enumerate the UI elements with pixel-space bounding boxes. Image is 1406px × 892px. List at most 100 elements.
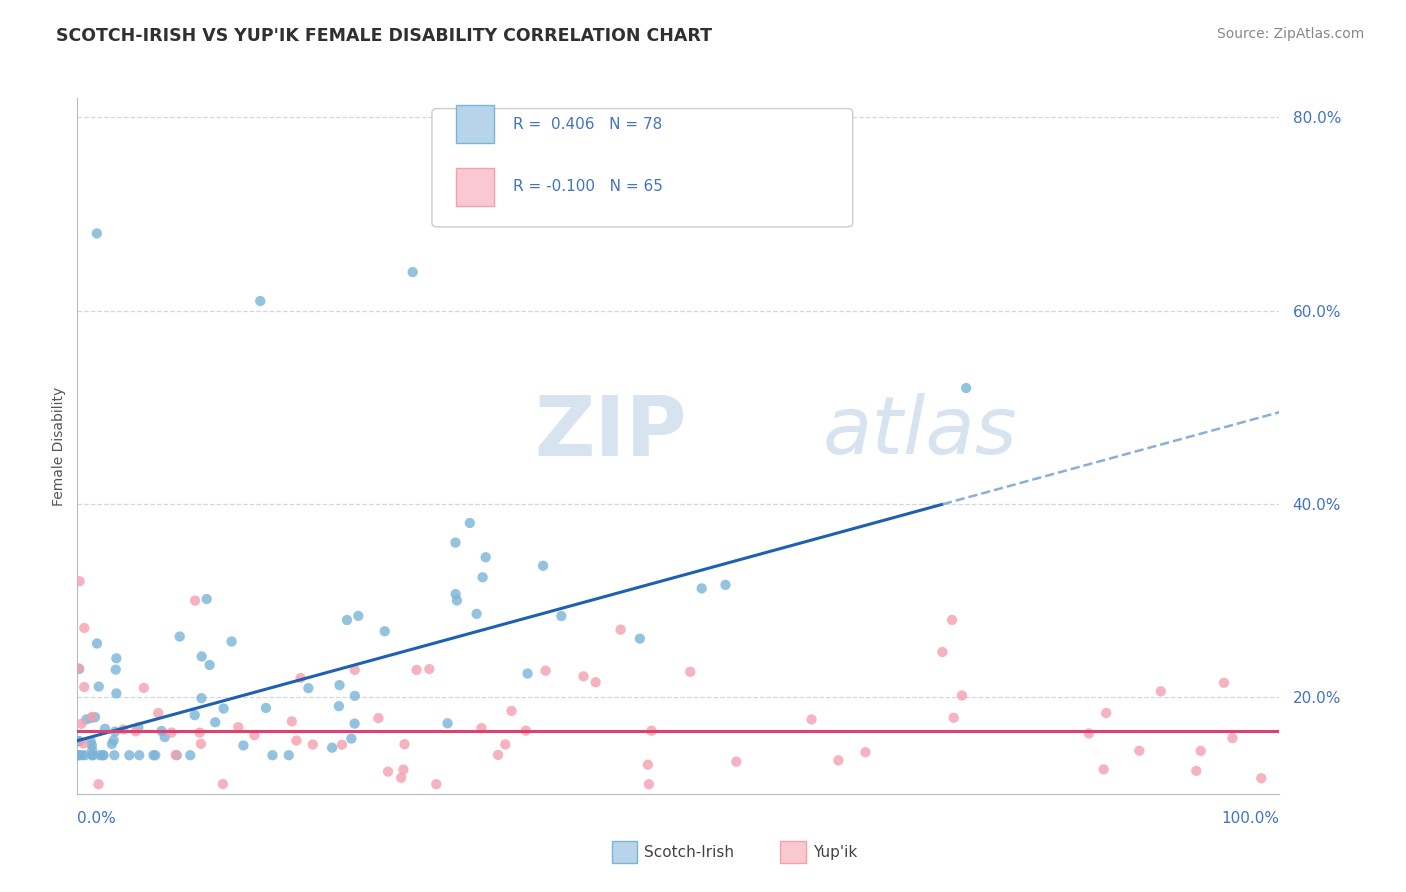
Point: [389, 771, 412, 785]
Point: [444, 535, 467, 549]
Text: Scotch-Irish: Scotch-Irish: [644, 845, 734, 860]
Point: [82, 748, 104, 763]
Point: [87, 777, 110, 791]
Point: [105, 651, 128, 665]
Point: [330, 738, 353, 752]
Point: [1185, 764, 1208, 778]
Point: [377, 764, 399, 779]
Point: [572, 669, 595, 683]
Point: [153, 730, 176, 744]
Point: [125, 724, 148, 739]
Point: [343, 663, 366, 677]
Text: 100.0%: 100.0%: [1222, 812, 1279, 826]
Point: [91, 748, 114, 763]
Point: [221, 634, 243, 648]
Point: [640, 723, 662, 738]
Point: [494, 738, 516, 752]
Y-axis label: Female Disability: Female Disability: [52, 386, 66, 506]
Point: [150, 723, 173, 738]
Point: [80, 739, 103, 753]
Point: [941, 613, 963, 627]
Point: [394, 737, 416, 751]
Point: [103, 733, 125, 747]
Point: [67, 734, 90, 748]
Point: [1092, 763, 1115, 777]
Point: [470, 721, 492, 735]
Point: [277, 748, 299, 763]
Point: [1213, 675, 1236, 690]
Point: [402, 265, 425, 279]
Point: [86, 227, 108, 241]
Point: [931, 645, 953, 659]
Point: [486, 747, 509, 762]
Point: [1222, 731, 1244, 745]
Point: [328, 678, 350, 692]
Point: [80, 710, 103, 724]
Point: [93, 748, 115, 763]
Point: [321, 740, 343, 755]
Point: [1077, 726, 1099, 740]
Point: [166, 748, 188, 763]
Point: [285, 733, 308, 747]
Text: R = -0.100   N = 65: R = -0.100 N = 65: [513, 179, 662, 194]
Point: [128, 748, 150, 763]
Point: [101, 737, 124, 751]
Point: [942, 711, 965, 725]
Point: [142, 748, 165, 763]
Point: [82, 748, 104, 763]
Point: [343, 716, 366, 731]
Point: [148, 706, 170, 720]
Point: [501, 704, 523, 718]
Point: [105, 686, 128, 700]
Point: [104, 724, 127, 739]
Point: [84, 710, 107, 724]
Point: [550, 609, 572, 624]
Point: [190, 649, 212, 664]
Point: [132, 681, 155, 695]
Point: [679, 665, 702, 679]
Point: [458, 516, 481, 530]
Point: [190, 691, 212, 706]
Point: [80, 711, 103, 725]
Point: [179, 748, 201, 763]
Point: [184, 593, 207, 607]
Point: [75, 712, 97, 726]
Point: [262, 748, 284, 763]
Point: [444, 587, 467, 601]
Point: [67, 748, 90, 763]
FancyBboxPatch shape: [432, 109, 852, 227]
Point: [534, 664, 557, 678]
Point: [69, 574, 91, 589]
Point: [243, 728, 266, 742]
Point: [67, 662, 90, 676]
Point: [290, 671, 312, 685]
Point: [104, 663, 127, 677]
Point: [183, 708, 205, 723]
Point: [226, 720, 249, 734]
Point: [67, 734, 90, 748]
Point: [585, 675, 607, 690]
Point: [73, 748, 96, 763]
Point: [249, 294, 271, 309]
Point: [73, 621, 96, 635]
Point: [418, 662, 440, 676]
Point: [1250, 771, 1272, 785]
Point: [1150, 684, 1173, 698]
Text: atlas: atlas: [823, 393, 1018, 471]
Point: [67, 661, 90, 675]
Point: [195, 592, 218, 607]
Point: [87, 680, 110, 694]
Point: [955, 381, 977, 395]
Point: [1189, 744, 1212, 758]
Text: 0.0%: 0.0%: [77, 812, 117, 826]
Point: [112, 723, 135, 737]
Point: [628, 632, 651, 646]
Text: SCOTCH-IRISH VS YUP'IK FEMALE DISABILITY CORRELATION CHART: SCOTCH-IRISH VS YUP'IK FEMALE DISABILITY…: [56, 27, 713, 45]
Point: [79, 734, 101, 748]
Point: [169, 630, 191, 644]
Point: [82, 743, 104, 757]
Point: [827, 754, 849, 768]
Point: [690, 582, 713, 596]
Point: [198, 657, 221, 672]
FancyBboxPatch shape: [456, 168, 495, 206]
